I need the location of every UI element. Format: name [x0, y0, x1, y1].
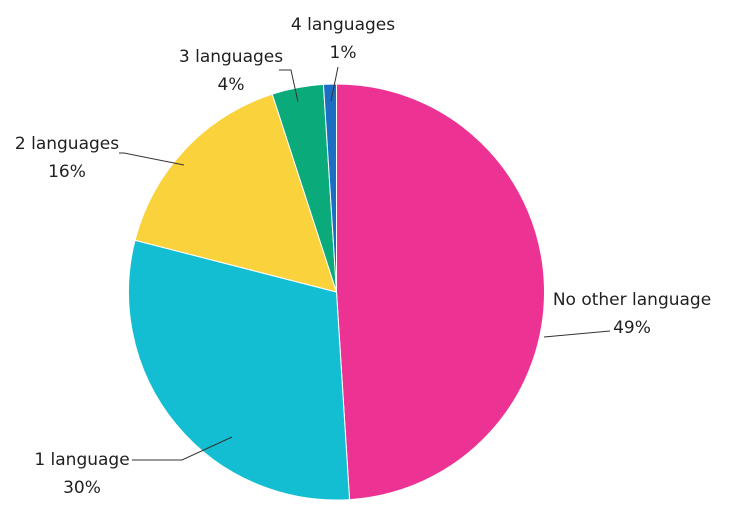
slice-value-label-4: 4%	[218, 75, 245, 95]
pie-slice-1	[336, 83, 545, 501]
slice-label-2: 1 language	[34, 450, 129, 470]
leader-line-5	[330, 66, 339, 102]
slice-value-label-3: 16%	[48, 162, 86, 182]
pie-slice-3	[134, 93, 338, 293]
leader-line-2	[132, 436, 233, 461]
slice-label-1: No other language	[553, 290, 711, 310]
slice-value-label-2: 30%	[63, 478, 101, 498]
pie-slice-2	[128, 239, 351, 501]
pie-slice-5	[322, 83, 337, 293]
leader-lines	[119, 66, 611, 461]
slice-value-label-1: 49%	[613, 318, 651, 338]
slice-labels: No other language 49% 1 language 30% 2 langu…	[15, 15, 711, 498]
slice-label-5: 4 languages	[291, 15, 395, 35]
slice-value-label-5: 1%	[330, 43, 357, 63]
leader-line-4	[279, 69, 299, 103]
slice-label-3: 2 languages	[15, 134, 119, 154]
leader-line-1	[543, 330, 611, 338]
pie-slices	[128, 83, 545, 501]
leader-line-3	[119, 152, 185, 166]
slice-label-4: 3 languages	[179, 47, 283, 67]
